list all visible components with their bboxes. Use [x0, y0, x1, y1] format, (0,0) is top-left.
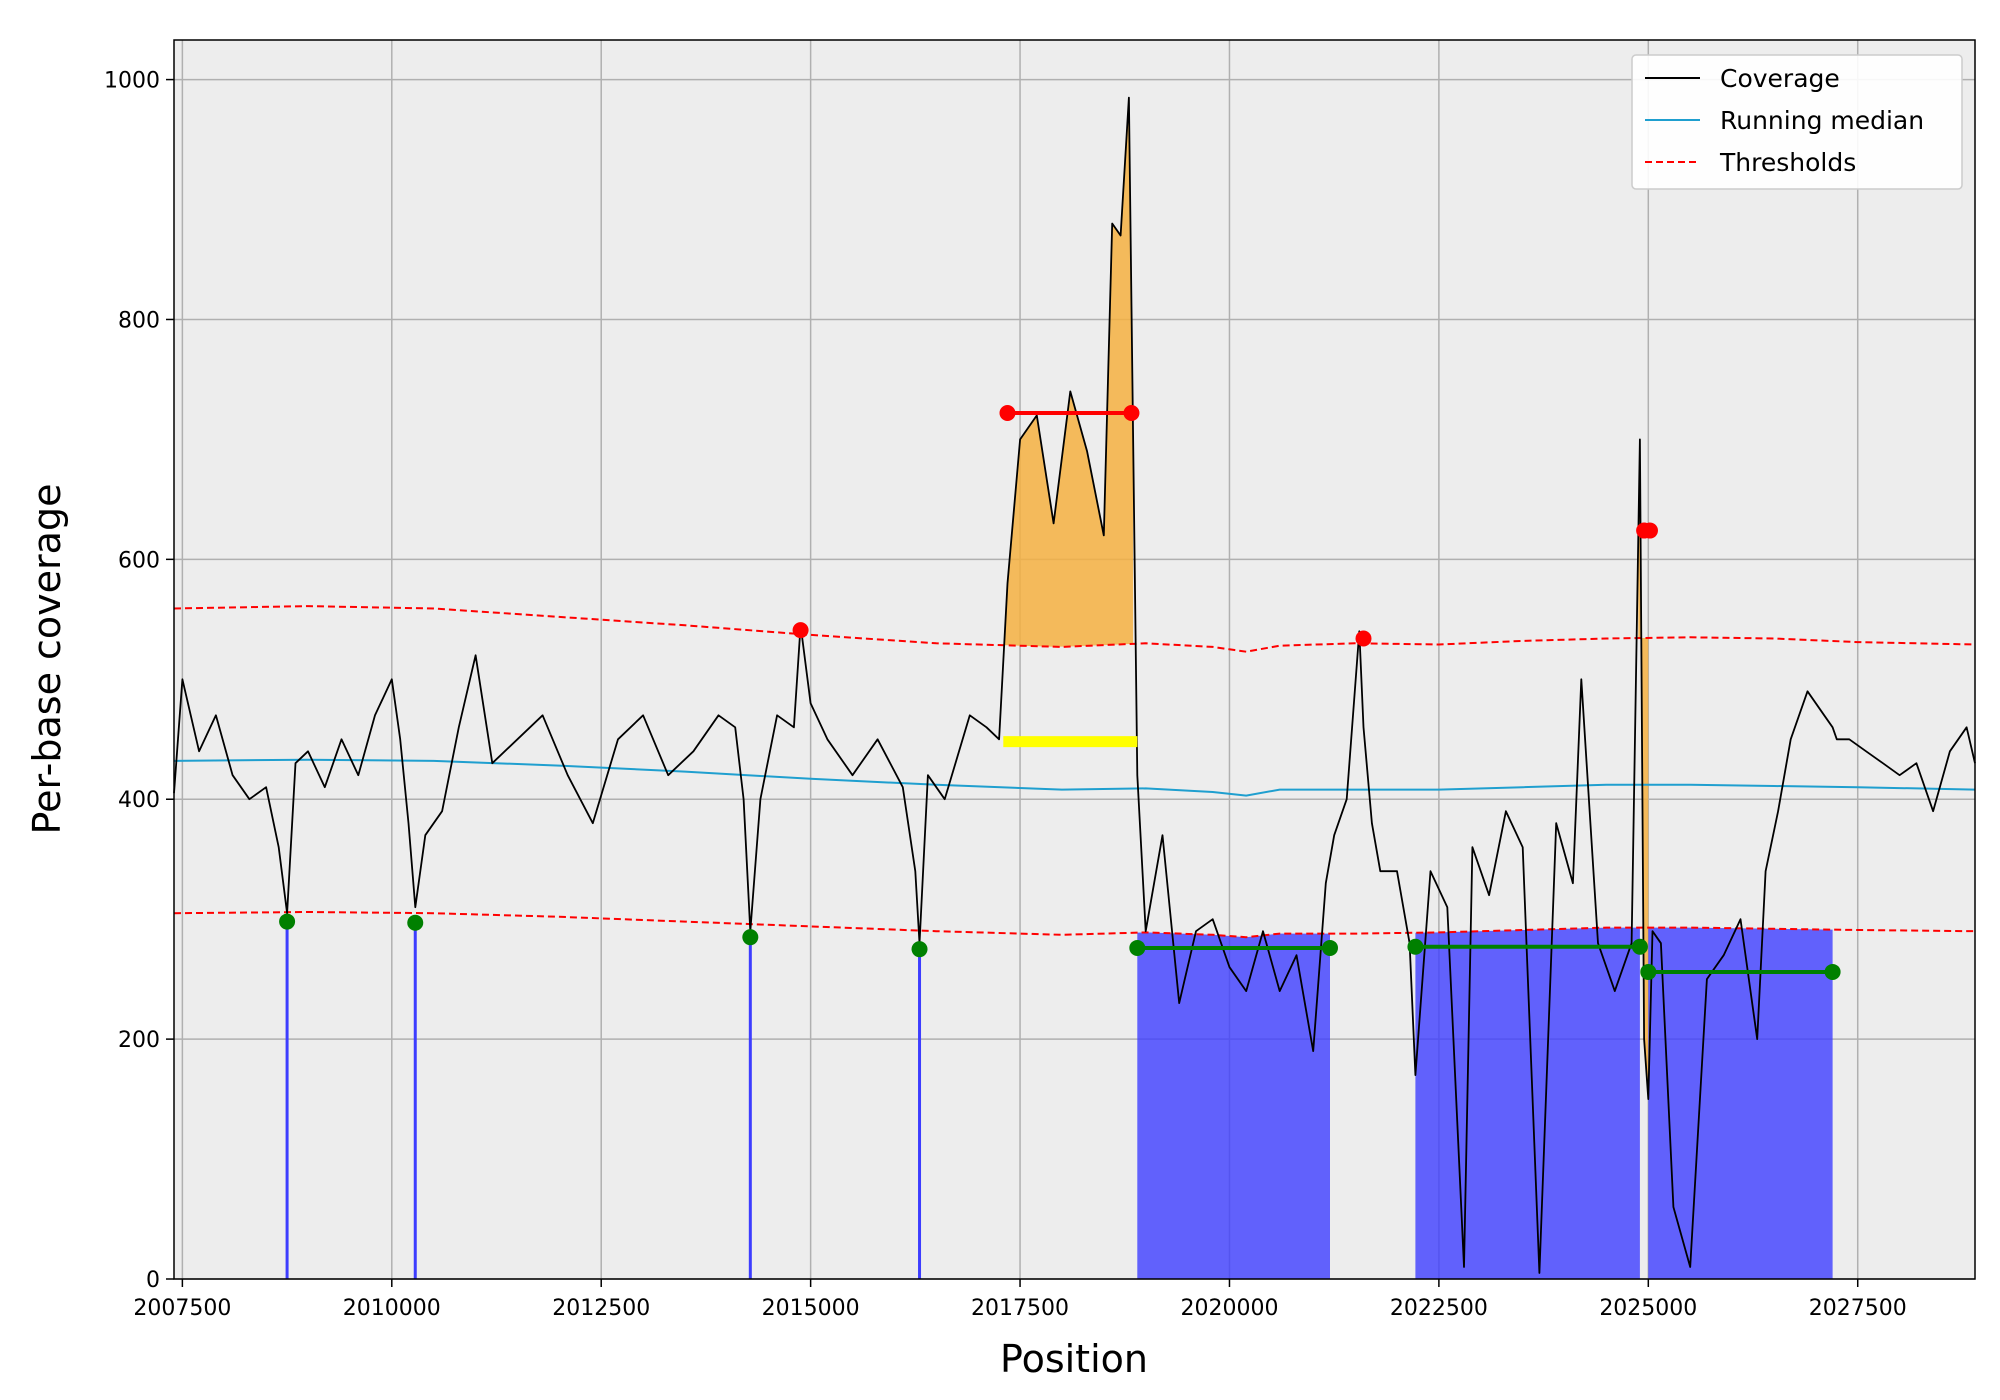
- gain-marker-5: [1641, 522, 1658, 539]
- gain-marker-1: [999, 405, 1016, 422]
- loss-segment-start-1: [1407, 938, 1424, 955]
- x-tick-label-1: 2010000: [343, 1296, 441, 1321]
- loss-marker-0: [279, 913, 296, 930]
- legend-label-running-median: Running median: [1720, 106, 1924, 135]
- x-tick-label-0: 2007500: [133, 1296, 231, 1321]
- x-tick-label-7: 2025000: [1599, 1296, 1697, 1321]
- loss-segment-end-0: [1321, 939, 1338, 956]
- gain-marker-3: [1355, 630, 1372, 647]
- x-tick-label-8: 2027500: [1809, 1296, 1907, 1321]
- running-median-line: [173, 758, 1976, 797]
- x-tick-label-3: 2015000: [762, 1296, 860, 1321]
- gain-marker-0: [792, 622, 809, 639]
- y-tick-label-4: 800: [118, 308, 160, 333]
- loss-segment-start-2: [1640, 963, 1657, 980]
- gain-marker-2: [1123, 405, 1140, 422]
- loss-marker-3: [911, 941, 928, 958]
- legend-label-coverage: Coverage: [1720, 64, 1840, 93]
- series-lines: [173, 96, 1976, 1274]
- y-tick-label-0: 0: [146, 1268, 160, 1293]
- legend-box: [1631, 54, 1963, 190]
- y-tick-label-2: 400: [118, 788, 160, 813]
- loss-region-0: [1137, 932, 1330, 1279]
- x-tick-label-6: 2022500: [1390, 1296, 1488, 1321]
- loss-region-2: [1648, 927, 1833, 1279]
- y-tick-label-5: 1000: [104, 69, 160, 94]
- upper-threshold-line: [173, 605, 1976, 653]
- loss-segment-start-0: [1129, 939, 1146, 956]
- coverage-line: [173, 96, 1976, 1274]
- cnv-markers: [279, 405, 1841, 980]
- loss-region-1: [1415, 927, 1640, 1279]
- x-axis-title: Position: [1000, 1337, 1148, 1381]
- y-tick-label-1: 200: [118, 1028, 160, 1053]
- x-tick-label-2: 2012500: [552, 1296, 650, 1321]
- legend: Coverage Running median Thresholds: [1631, 54, 1963, 190]
- x-tick-label-5: 2020000: [1180, 1296, 1278, 1321]
- loss-segment-end-2: [1824, 963, 1841, 980]
- legend-label-thresholds: Thresholds: [1719, 148, 1856, 177]
- plot-frame: [173, 39, 1976, 1280]
- loss-marker-1: [407, 914, 424, 931]
- y-tick-label-3: 600: [118, 548, 160, 573]
- loss-segment-end-1: [1631, 938, 1648, 955]
- axis-ticks: 2007500 2010000 2012500 2015000 2017500 20200…: [104, 69, 1907, 1321]
- loss-marker-2: [742, 929, 759, 946]
- y-axis-title: Per-base coverage: [25, 484, 69, 835]
- x-tick-label-4: 2017500: [971, 1296, 1069, 1321]
